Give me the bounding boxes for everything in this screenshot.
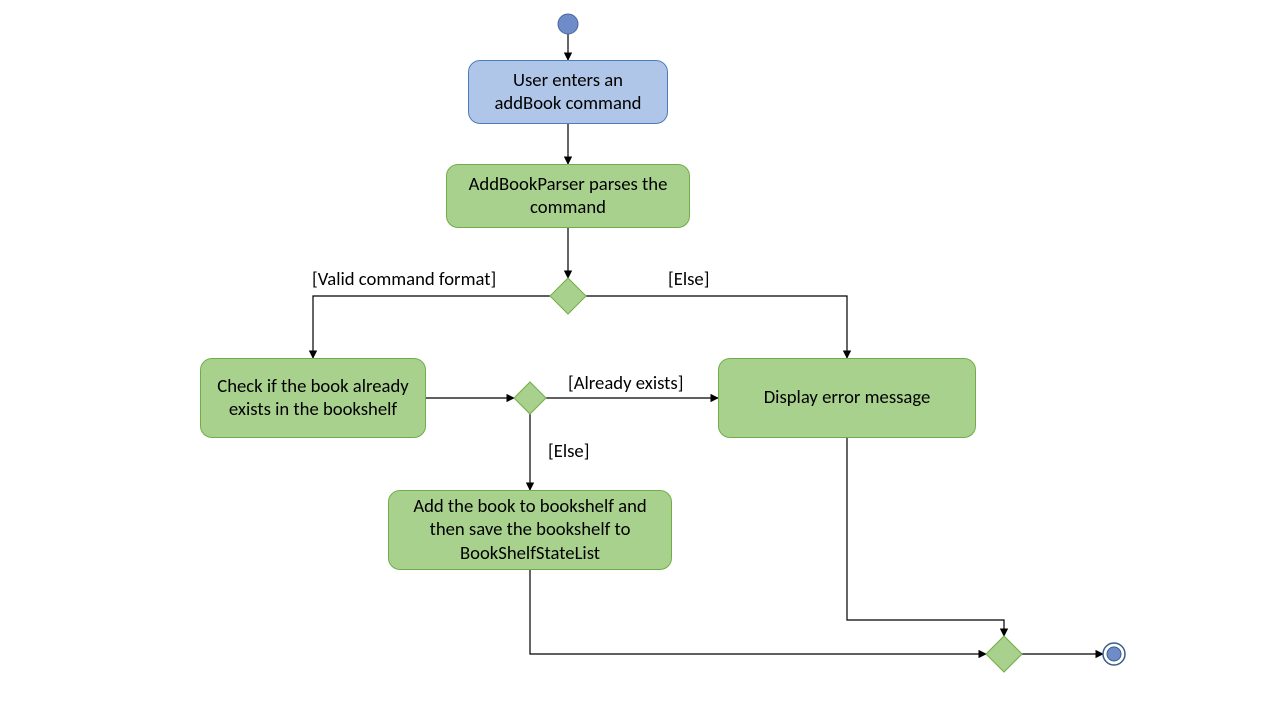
- edge-label-else-2: [Else]: [548, 440, 589, 463]
- node-add-and-save: Add the book to bookshelf and then save …: [388, 490, 672, 570]
- label-text: [Valid command format]: [312, 268, 496, 291]
- edge-label-valid-command: [Valid command format]: [312, 268, 496, 291]
- node-text: Check if the book already exists in the …: [211, 375, 415, 422]
- node-display-error: Display error message: [718, 358, 976, 438]
- node-check-exists: Check if the book already exists in the …: [200, 358, 426, 438]
- node-text: User enters an addBook command: [479, 69, 657, 116]
- label-text: [Already exists]: [568, 372, 683, 395]
- label-text: [Else]: [548, 440, 589, 463]
- edge-label-else-1: [Else]: [668, 268, 709, 291]
- node-parser-parses: AddBookParser parses the command: [446, 164, 690, 228]
- node-text: Display error message: [764, 386, 931, 409]
- edge-label-already-exists: [Already exists]: [568, 372, 683, 395]
- label-text: [Else]: [668, 268, 709, 291]
- node-user-enters-command: User enters an addBook command: [468, 60, 668, 124]
- node-text: AddBookParser parses the command: [457, 173, 679, 220]
- node-text: Add the book to bookshelf and then save …: [399, 495, 661, 565]
